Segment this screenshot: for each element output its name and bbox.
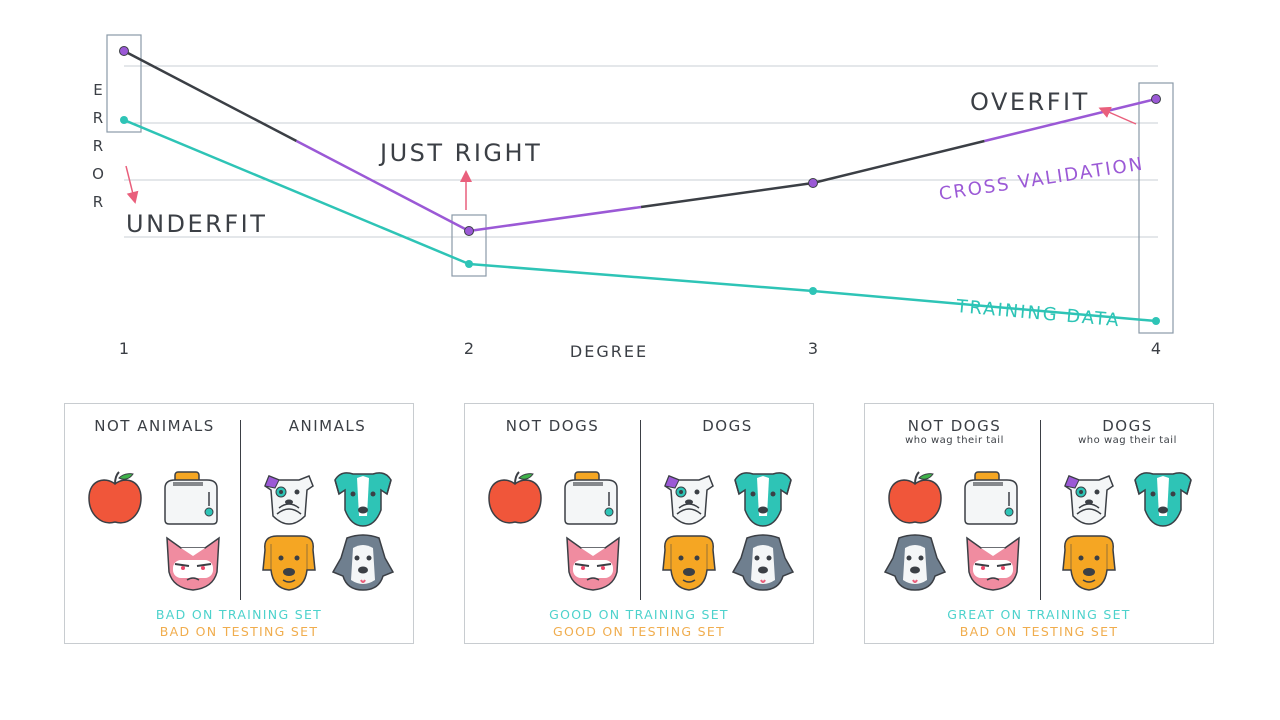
x-tick-labels: 1 2 3 4 — [119, 339, 1161, 358]
panel-left-title: NOT DOGS — [907, 417, 1002, 435]
series-label-training-data: TRAINING DATA — [955, 296, 1122, 331]
data-points — [119, 46, 1161, 325]
panel-right-title: DOGS — [702, 417, 753, 435]
cross-validation-point — [1151, 94, 1161, 104]
cross-validation-segment — [468, 205, 642, 233]
orange-dog-icon — [1057, 530, 1121, 594]
gray-dog-icon — [331, 530, 395, 594]
training-point — [809, 287, 817, 295]
annotation-just-right: JUST RIGHT — [378, 139, 542, 167]
panel-left-subtitle: who wag their tail — [905, 435, 1004, 446]
training-point — [120, 116, 128, 124]
training-point — [1152, 317, 1160, 325]
highlight-box — [106, 34, 142, 133]
x-tick-label: 2 — [464, 339, 474, 358]
orange-dog-icon — [257, 530, 321, 594]
gray-dog-icon — [731, 530, 795, 594]
terrier-dog-icon — [257, 466, 321, 530]
panel-left-title: NOT DOGS — [505, 417, 600, 435]
result-training: BAD ON TRAINING SET — [155, 607, 323, 622]
terrier-dog-icon — [657, 466, 721, 530]
panel-left-title: NOT ANIMALS — [94, 417, 215, 435]
toaster-icon — [959, 466, 1023, 530]
cross-validation-segment — [984, 97, 1157, 143]
x-tick-label: 4 — [1151, 339, 1161, 358]
apple-icon — [883, 466, 947, 530]
teal-dog-icon — [731, 466, 795, 530]
panel-right-subtitle: who wag their tail — [1078, 435, 1177, 446]
cross-validation-point — [464, 226, 474, 236]
panel-overfit: NOT DOGS who wag their tail DOGS who wag… — [864, 403, 1214, 644]
training-segment — [123, 118, 470, 266]
arrow-overfit — [1098, 106, 1137, 125]
result-testing: BAD ON TESTING SET — [159, 624, 319, 639]
training-segment — [812, 289, 1157, 323]
cross-validation-point — [808, 178, 818, 188]
y-axis-label-letter: R — [93, 193, 103, 211]
cross-validation-segment — [123, 49, 298, 143]
result-training: GOOD ON TRAINING SET — [549, 607, 729, 622]
toaster-icon — [159, 466, 223, 530]
result-testing: GOOD ON TESTING SET — [552, 624, 726, 639]
terrier-dog-icon — [1057, 466, 1121, 530]
annotation-underfit: UNDERFIT — [126, 210, 267, 238]
teal-dog-icon — [331, 466, 395, 530]
series-label-cross-validation: CROSS VALIDATION — [938, 154, 1146, 205]
panel-right-title: ANIMALS — [288, 417, 367, 435]
arrow-underfit — [125, 165, 139, 204]
training-segment — [468, 262, 814, 293]
y-axis-label-letter: E — [93, 81, 102, 99]
x-tick-label: 1 — [119, 339, 129, 358]
result-training: GREAT ON TRAINING SET — [947, 607, 1131, 622]
gridlines — [124, 65, 1158, 238]
panel-divider — [640, 420, 641, 600]
grumpy-cat-icon — [961, 530, 1025, 594]
grumpy-cat-icon — [161, 530, 225, 594]
grumpy-cat-icon — [561, 530, 625, 594]
orange-dog-icon — [657, 530, 721, 594]
panel-divider — [240, 420, 241, 600]
panel-divider — [1040, 420, 1041, 600]
panel-right-title: DOGS — [1102, 417, 1153, 435]
cross-validation-segment — [640, 181, 814, 209]
panel-just-right: NOT DOGS DOGS — [464, 403, 814, 644]
y-axis-label-letter: O — [92, 165, 104, 183]
result-testing: BAD ON TESTING SET — [959, 624, 1119, 639]
cross-validation-segment — [812, 139, 985, 185]
cross-validation-point — [119, 46, 129, 56]
toaster-icon — [559, 466, 623, 530]
apple-icon — [83, 466, 147, 530]
highlight-box — [1138, 82, 1174, 334]
y-axis-label-letter: R — [93, 109, 103, 127]
x-axis-label: DEGREE — [570, 342, 648, 361]
highlight-boxes — [106, 34, 1174, 334]
x-tick-label: 3 — [808, 339, 818, 358]
training-point — [465, 260, 473, 268]
highlight-box — [451, 214, 487, 277]
series-lines — [123, 49, 1157, 323]
teal-dog-icon — [1131, 466, 1195, 530]
annotation-overfit: OVERFIT — [970, 88, 1090, 116]
y-axis-label-letter: R — [93, 137, 103, 155]
gray-dog-icon — [883, 530, 947, 594]
panel-underfit: NOT ANIMALS ANIMALS — [64, 403, 414, 644]
cross-validation-segment — [295, 139, 470, 233]
apple-icon — [483, 466, 547, 530]
